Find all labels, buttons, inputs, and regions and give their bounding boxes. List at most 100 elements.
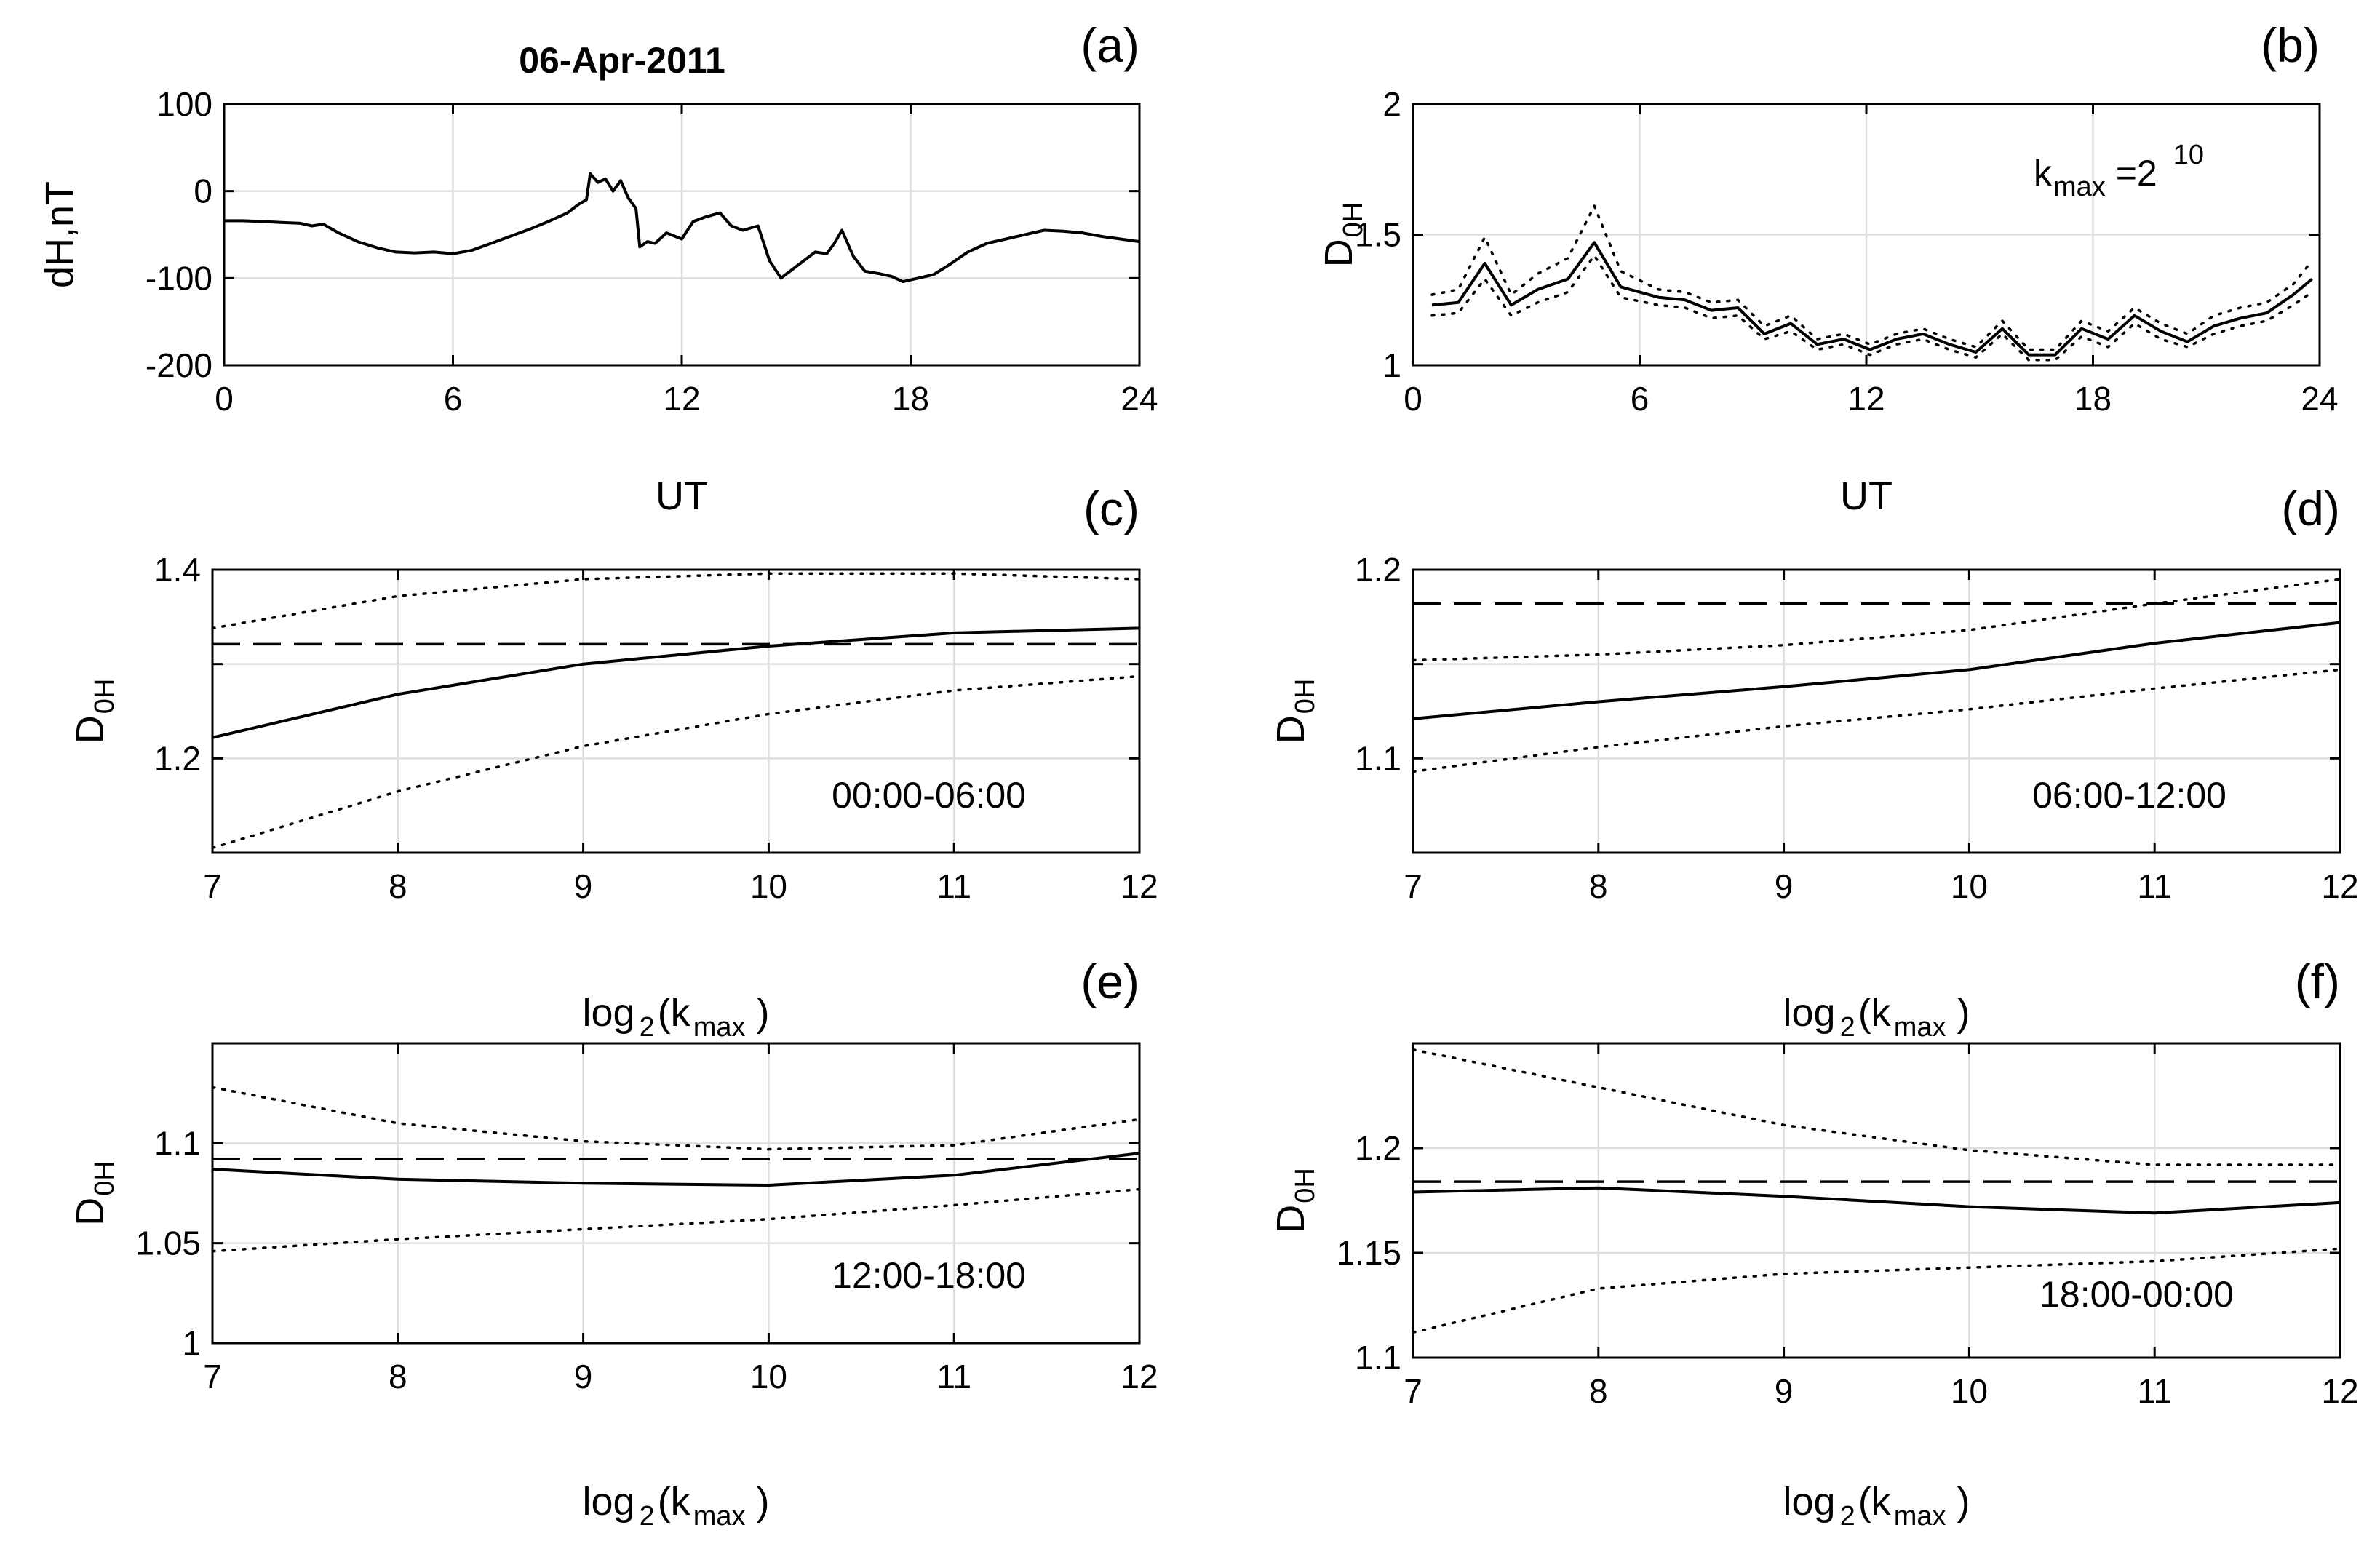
x-tick-label: 10 bbox=[750, 1358, 787, 1395]
x-axis-label: log 2(k max ) bbox=[1783, 1480, 1970, 1532]
panel-label: (c) bbox=[1083, 482, 1139, 535]
x-tick-label: 6 bbox=[1631, 380, 1649, 418]
panel-annotation: kmax =2 10 bbox=[2034, 140, 2204, 202]
x-tick-label: 7 bbox=[1404, 867, 1422, 905]
series-line-dotted bbox=[212, 1187, 1139, 1253]
x-tick-label: 9 bbox=[1775, 867, 1794, 905]
y-tick-label: 1.05 bbox=[135, 1225, 201, 1262]
x-tick-label: 10 bbox=[1951, 1372, 1988, 1410]
panel-annotation: 12:00-18:00 bbox=[832, 1255, 1026, 1296]
panel-label: (d) bbox=[2281, 482, 2340, 535]
x-tick-label: 8 bbox=[389, 1358, 407, 1395]
series-line-dotted bbox=[1413, 1048, 2340, 1166]
y-tick-label: 1.4 bbox=[154, 551, 201, 589]
x-axis-label: UT bbox=[1840, 474, 1893, 518]
series-line-solid bbox=[224, 172, 1139, 284]
series-line-solid bbox=[1431, 241, 2313, 357]
y-tick-label: 1 bbox=[182, 1324, 201, 1362]
series-line-dotted bbox=[1413, 668, 2340, 773]
y-tick-label: 1.1 bbox=[1355, 1339, 1401, 1377]
x-tick-label: 12 bbox=[1847, 380, 1885, 418]
y-tick-label: 1 bbox=[1382, 346, 1401, 384]
y-axis-label: D0H bbox=[1317, 202, 1369, 268]
series-line-solid bbox=[212, 1152, 1139, 1187]
x-tick-label: 9 bbox=[1775, 1372, 1794, 1410]
panel-b: 0 6 12 18 24 1 1.5 2 (b) UT D0H kmax =2 10 bbox=[1317, 18, 2339, 518]
x-tick-label: 8 bbox=[1589, 867, 1608, 905]
x-tick-label: 7 bbox=[1404, 1372, 1422, 1410]
y-tick-label: 0 bbox=[194, 172, 212, 210]
x-axis-label: UT bbox=[656, 474, 708, 518]
x-tick-label: 8 bbox=[389, 867, 407, 905]
y-tick-label: 1.2 bbox=[1355, 551, 1401, 589]
x-tick-label: 6 bbox=[444, 380, 463, 418]
panel-c: 7 8 9 10 11 12 1.2 1.4 (c) log 2(k max ) D0H 00:00-06… bbox=[68, 482, 1158, 1043]
series-line-dotted bbox=[212, 1086, 1139, 1151]
y-tick-label: 1.5 bbox=[1355, 216, 1401, 254]
x-tick-label: 11 bbox=[936, 867, 971, 905]
series-line-dotted bbox=[1430, 254, 2314, 362]
x-tick-label: 24 bbox=[1121, 380, 1158, 418]
series-line-solid bbox=[1413, 1186, 2340, 1215]
series-line-dotted bbox=[1413, 578, 2340, 662]
x-tick-label: 7 bbox=[203, 1358, 222, 1395]
axes-box bbox=[1412, 568, 2341, 854]
y-tick-label: 1.15 bbox=[1336, 1234, 1401, 1272]
series-line-dotted bbox=[212, 674, 1139, 850]
panel-label: (f) bbox=[2295, 955, 2340, 1008]
axes-box bbox=[1412, 1042, 2341, 1359]
y-axis-label: dH,nT bbox=[38, 181, 81, 288]
panel-e: 7 8 9 10 11 12 1 1.05 1.1 (e) log 2(k max ) D0H 12:00-… bbox=[68, 955, 1158, 1532]
axes-box bbox=[211, 568, 1141, 854]
axes-box bbox=[211, 1042, 1141, 1345]
y-tick-label: 1.2 bbox=[154, 739, 201, 777]
panel-a: 0 6 12 18 24 -200 -100 0 100 (a) 06-Apr-2011 UT dH,n… bbox=[38, 18, 1158, 518]
x-tick-label: 18 bbox=[2074, 380, 2112, 418]
series-line-solid bbox=[212, 626, 1139, 739]
x-tick-label: 12 bbox=[2321, 1372, 2358, 1410]
x-tick-label: 12 bbox=[663, 380, 700, 418]
series-line-dotted bbox=[1413, 1247, 2340, 1334]
series-line-dotted bbox=[212, 572, 1139, 630]
x-tick-label: 12 bbox=[1121, 1358, 1158, 1395]
x-tick-label: 9 bbox=[574, 867, 593, 905]
y-tick-label: 1.1 bbox=[154, 1124, 201, 1162]
panel-label: (a) bbox=[1080, 18, 1139, 72]
series-line-solid bbox=[1413, 621, 2340, 720]
panel-label: (b) bbox=[2261, 18, 2320, 72]
x-tick-label: 0 bbox=[1404, 380, 1422, 418]
x-tick-label: 24 bbox=[2301, 380, 2338, 418]
y-tick-label: 100 bbox=[156, 85, 212, 123]
x-axis-label: log 2(k max ) bbox=[583, 991, 770, 1043]
panel-d: 7 8 9 10 11 12 1.1 1.2 (d) log 2(k max ) D0H 06:00-12… bbox=[1269, 482, 2359, 1043]
x-tick-label: 12 bbox=[2321, 867, 2358, 905]
x-tick-label: 18 bbox=[892, 380, 929, 418]
x-axis-label: log 2(k max ) bbox=[1783, 991, 1970, 1043]
x-tick-label: 11 bbox=[2137, 1372, 2172, 1410]
panel-label: (e) bbox=[1080, 955, 1139, 1008]
x-tick-label: 7 bbox=[203, 867, 222, 905]
y-tick-label: 1.1 bbox=[1355, 739, 1401, 777]
chart-title: 06-Apr-2011 bbox=[519, 40, 725, 81]
y-axis-label: D0H bbox=[68, 1160, 120, 1226]
x-tick-label: 12 bbox=[1121, 867, 1158, 905]
panel-f: 7 8 9 10 11 12 1.1 1.15 1.2 (f) log 2(k max ) D0H 18:0… bbox=[1269, 955, 2359, 1532]
y-axis-label: D0H bbox=[68, 679, 120, 744]
x-tick-label: 9 bbox=[574, 1358, 593, 1395]
y-tick-label: 1.2 bbox=[1355, 1129, 1401, 1167]
x-axis-label: log 2(k max ) bbox=[583, 1480, 770, 1532]
x-tick-label: 0 bbox=[215, 380, 234, 418]
panel-annotation: 06:00-12:00 bbox=[2032, 775, 2226, 816]
y-axis-label: D0H bbox=[1269, 1168, 1321, 1233]
x-tick-label: 11 bbox=[936, 1358, 971, 1395]
x-tick-label: 10 bbox=[1951, 867, 1988, 905]
y-axis-label: D0H bbox=[1269, 679, 1321, 744]
series-line-dotted bbox=[1430, 204, 2314, 351]
y-tick-label: -200 bbox=[146, 346, 212, 384]
y-tick-label: -100 bbox=[146, 259, 212, 297]
panel-annotation: 18:00-00:00 bbox=[2039, 1274, 2234, 1315]
panel-annotation: 00:00-06:00 bbox=[832, 775, 1026, 816]
x-tick-label: 11 bbox=[2137, 867, 2172, 905]
